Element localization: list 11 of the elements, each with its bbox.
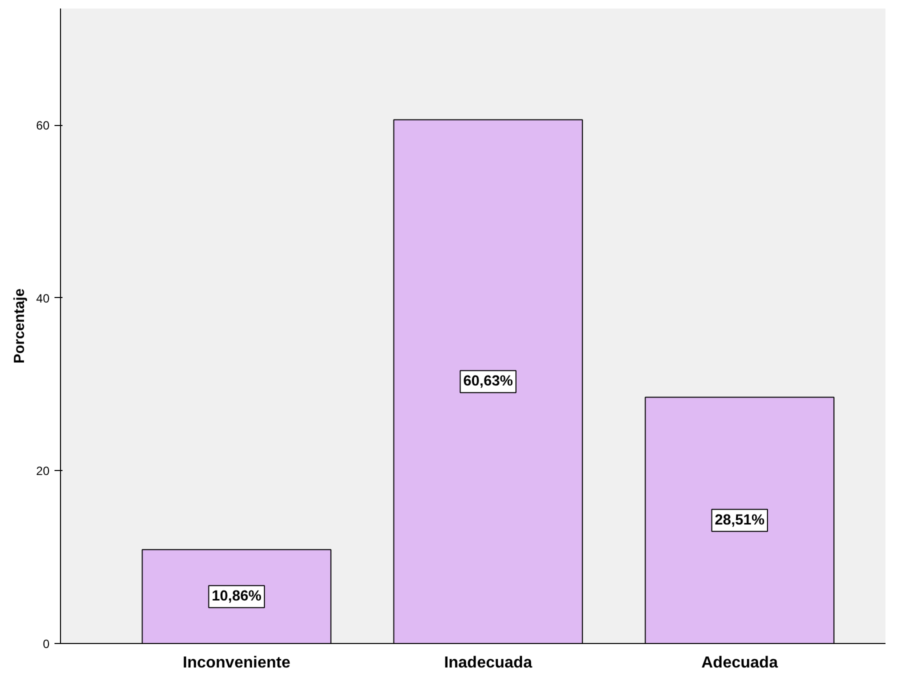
data-label: 28,51% bbox=[714, 512, 764, 528]
y-tick-label: 0 bbox=[42, 637, 50, 651]
y-axis-title: Porcentaje bbox=[12, 288, 28, 364]
x-tick-label: Inadecuada bbox=[444, 654, 532, 672]
data-label: 60,63% bbox=[463, 374, 513, 390]
y-tick-label: 60 bbox=[36, 118, 50, 133]
y-tick-label: 40 bbox=[36, 291, 50, 306]
y-tick-label: 20 bbox=[36, 464, 50, 478]
x-tick-label: Inconveniente bbox=[182, 654, 290, 672]
data-label: 10,86% bbox=[212, 588, 262, 605]
x-tick-label: Adecuada bbox=[701, 654, 778, 672]
